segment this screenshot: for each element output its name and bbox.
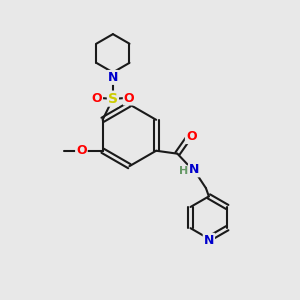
Text: H: H [179, 166, 188, 176]
Text: O: O [124, 92, 134, 104]
Text: O: O [186, 130, 196, 143]
Text: S: S [108, 92, 118, 106]
Text: O: O [92, 92, 102, 104]
Text: N: N [204, 234, 214, 247]
Text: O: O [76, 144, 87, 157]
Text: N: N [189, 164, 199, 176]
Text: N: N [108, 71, 118, 84]
